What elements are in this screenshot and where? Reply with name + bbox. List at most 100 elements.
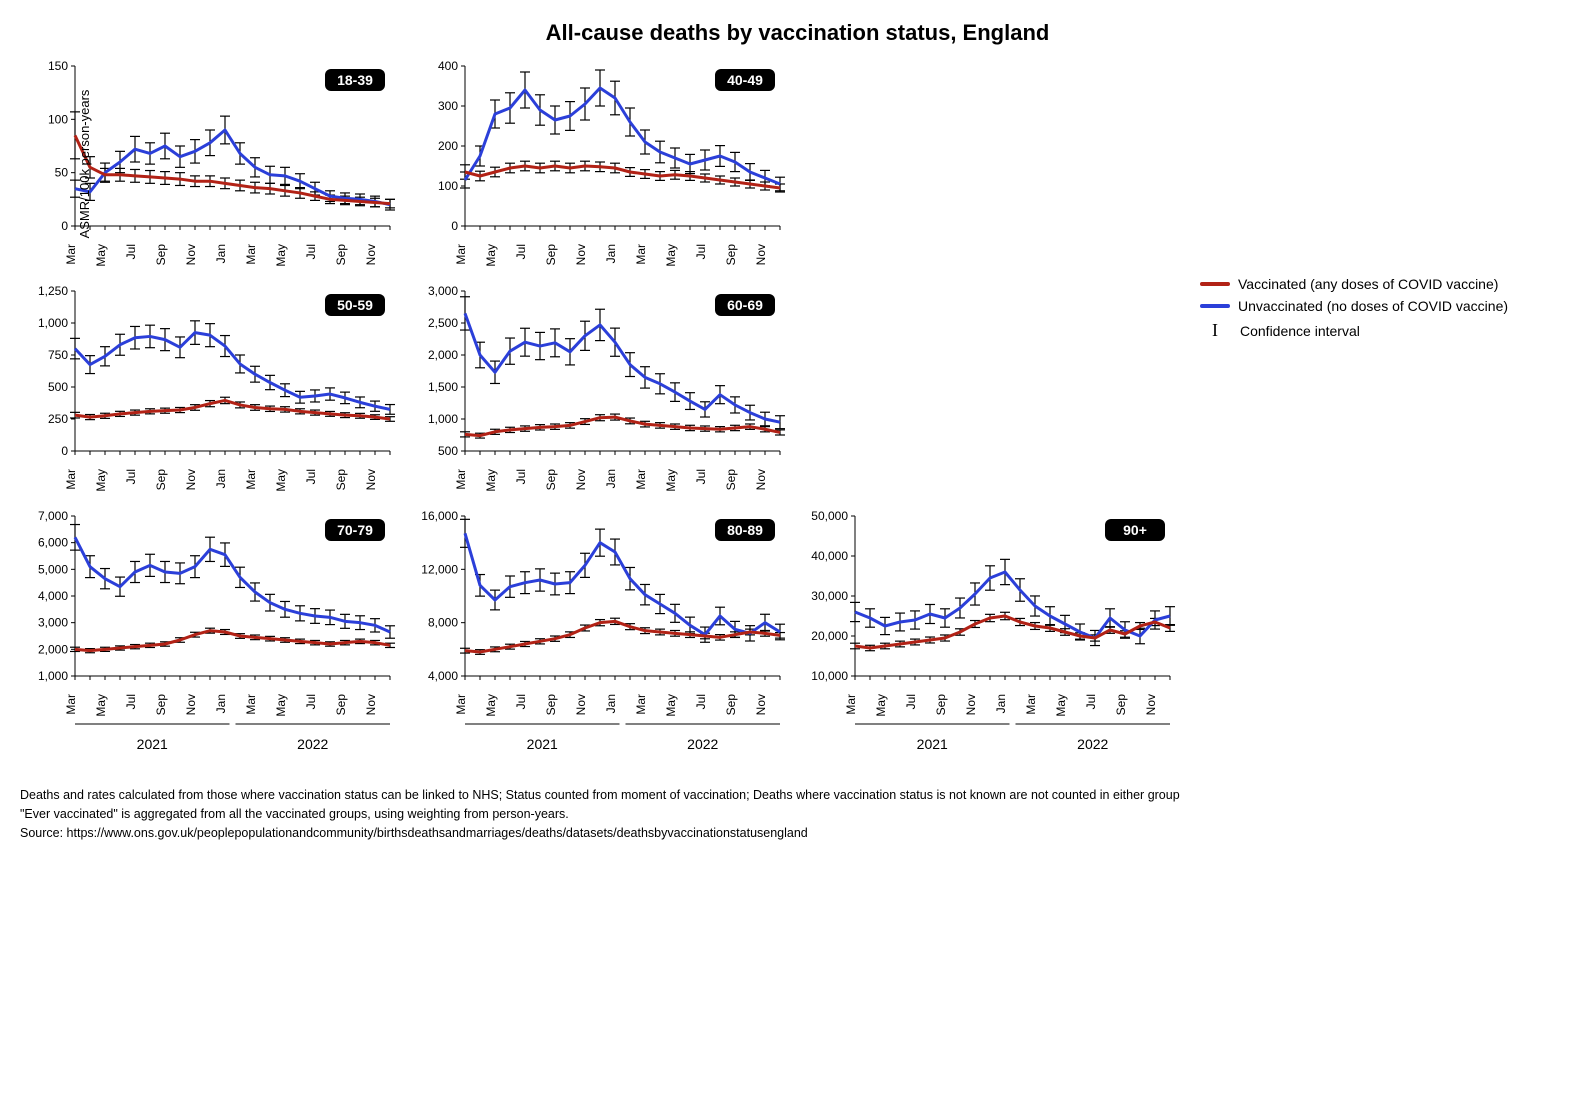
svg-text:16,000: 16,000 [421,509,458,523]
svg-text:May: May [874,694,888,717]
svg-text:Jan: Jan [604,694,618,713]
svg-text:0: 0 [61,219,68,233]
ci-icon: I [1200,320,1230,341]
svg-text:Sep: Sep [334,469,348,491]
chart-panel: 0100200300400MarMayJulSepNovJanMarMayJul… [410,56,790,271]
svg-text:Sep: Sep [724,694,738,716]
svg-text:Mar: Mar [64,694,78,715]
legend: Vaccinated (any doses of COVID vaccine) … [1200,276,1508,347]
svg-text:Mar: Mar [454,244,468,265]
svg-text:500: 500 [438,444,458,458]
svg-text:Nov: Nov [754,694,768,715]
svg-text:Nov: Nov [574,694,588,715]
svg-text:12,000: 12,000 [421,562,458,576]
legend-swatch-unvaccinated [1200,304,1230,308]
svg-text:Jan: Jan [604,469,618,488]
svg-text:90+: 90+ [1123,522,1147,538]
svg-text:200: 200 [438,139,458,153]
legend-label-vaccinated: Vaccinated (any doses of COVID vaccine) [1238,276,1498,292]
panel-grid: 050100150MarMayJulSepNovJanMarMayJulSepN… [20,56,1180,766]
svg-text:0: 0 [61,444,68,458]
svg-text:80-89: 80-89 [727,522,763,538]
svg-text:May: May [484,694,498,717]
svg-text:8,000: 8,000 [428,616,458,630]
footnotes: Deaths and rates calculated from those w… [20,786,1575,842]
legend-item-vaccinated: Vaccinated (any doses of COVID vaccine) [1200,276,1508,292]
svg-text:May: May [94,694,108,717]
svg-text:Jan: Jan [214,244,228,263]
legend-label-ci: Confidence interval [1240,323,1360,339]
chart-outer: 050100150MarMayJulSepNovJanMarMayJulSepN… [20,56,1575,766]
svg-text:50: 50 [55,166,69,180]
svg-text:2021: 2021 [917,736,948,752]
svg-text:2,000: 2,000 [428,348,458,362]
svg-text:Mar: Mar [634,469,648,490]
svg-text:May: May [94,469,108,492]
svg-text:May: May [274,694,288,717]
svg-text:Jul: Jul [304,244,318,259]
svg-text:2022: 2022 [297,736,328,752]
chart-panel [800,56,1180,271]
svg-text:Jul: Jul [514,244,528,259]
svg-text:Mar: Mar [64,244,78,265]
svg-text:70-79: 70-79 [337,522,373,538]
svg-text:Sep: Sep [934,694,948,716]
chart-panel: 5001,0001,5002,0002,5003,000MarMayJulSep… [410,281,790,496]
svg-text:Sep: Sep [544,469,558,491]
svg-text:Sep: Sep [544,694,558,716]
svg-text:2022: 2022 [1077,736,1108,752]
svg-text:Sep: Sep [154,469,168,491]
svg-text:2021: 2021 [137,736,168,752]
svg-text:2,500: 2,500 [428,316,458,330]
chart-panel: 10,00020,00030,00040,00050,000MarMayJulS… [800,506,1180,766]
svg-text:May: May [274,469,288,492]
svg-text:May: May [484,469,498,492]
svg-text:Nov: Nov [964,694,978,715]
svg-text:Nov: Nov [364,244,378,265]
svg-text:Jul: Jul [904,694,918,709]
svg-text:Jul: Jul [514,469,528,484]
chart-panel: 050100150MarMayJulSepNovJanMarMayJulSepN… [20,56,400,271]
svg-text:2021: 2021 [527,736,558,752]
svg-text:Mar: Mar [454,469,468,490]
y-axis-label: ASMR/100k person-years [77,89,92,238]
svg-text:Sep: Sep [334,694,348,716]
legend-label-unvaccinated: Unvaccinated (no doses of COVID vaccine) [1238,298,1508,314]
footnote-line: Source: https://www.ons.gov.uk/peoplepop… [20,824,1575,843]
svg-text:May: May [664,244,678,267]
svg-text:Nov: Nov [364,694,378,715]
svg-text:1,000: 1,000 [428,412,458,426]
svg-text:40-49: 40-49 [727,72,763,88]
footnote-line: Deaths and rates calculated from those w… [20,786,1575,805]
svg-text:Jul: Jul [304,469,318,484]
footnote-line: "Ever vaccinated" is aggregated from all… [20,805,1575,824]
chart-panel: 1,0002,0003,0004,0005,0006,0007,000MarMa… [20,506,400,766]
svg-text:4,000: 4,000 [38,589,68,603]
svg-text:Sep: Sep [154,244,168,266]
svg-text:Jan: Jan [604,244,618,263]
svg-text:1,250: 1,250 [38,284,68,298]
svg-text:Mar: Mar [634,694,648,715]
svg-text:May: May [484,244,498,267]
svg-text:100: 100 [438,179,458,193]
svg-text:Jul: Jul [124,244,138,259]
svg-text:Nov: Nov [184,694,198,715]
svg-text:Mar: Mar [244,694,258,715]
svg-text:60-69: 60-69 [727,297,763,313]
svg-text:Nov: Nov [1144,694,1158,715]
svg-text:Jul: Jul [124,469,138,484]
chart-panel [800,281,1180,496]
svg-text:2022: 2022 [687,736,718,752]
svg-text:Jul: Jul [514,694,528,709]
legend-item-ci: I Confidence interval [1200,320,1508,341]
svg-text:Mar: Mar [1024,694,1038,715]
svg-text:2,000: 2,000 [38,642,68,656]
svg-text:May: May [664,469,678,492]
svg-text:750: 750 [48,348,68,362]
svg-text:10,000: 10,000 [811,669,848,683]
svg-text:4,000: 4,000 [428,669,458,683]
svg-text:Nov: Nov [754,244,768,265]
svg-text:Sep: Sep [334,244,348,266]
svg-text:6,000: 6,000 [38,536,68,550]
svg-text:100: 100 [48,112,68,126]
